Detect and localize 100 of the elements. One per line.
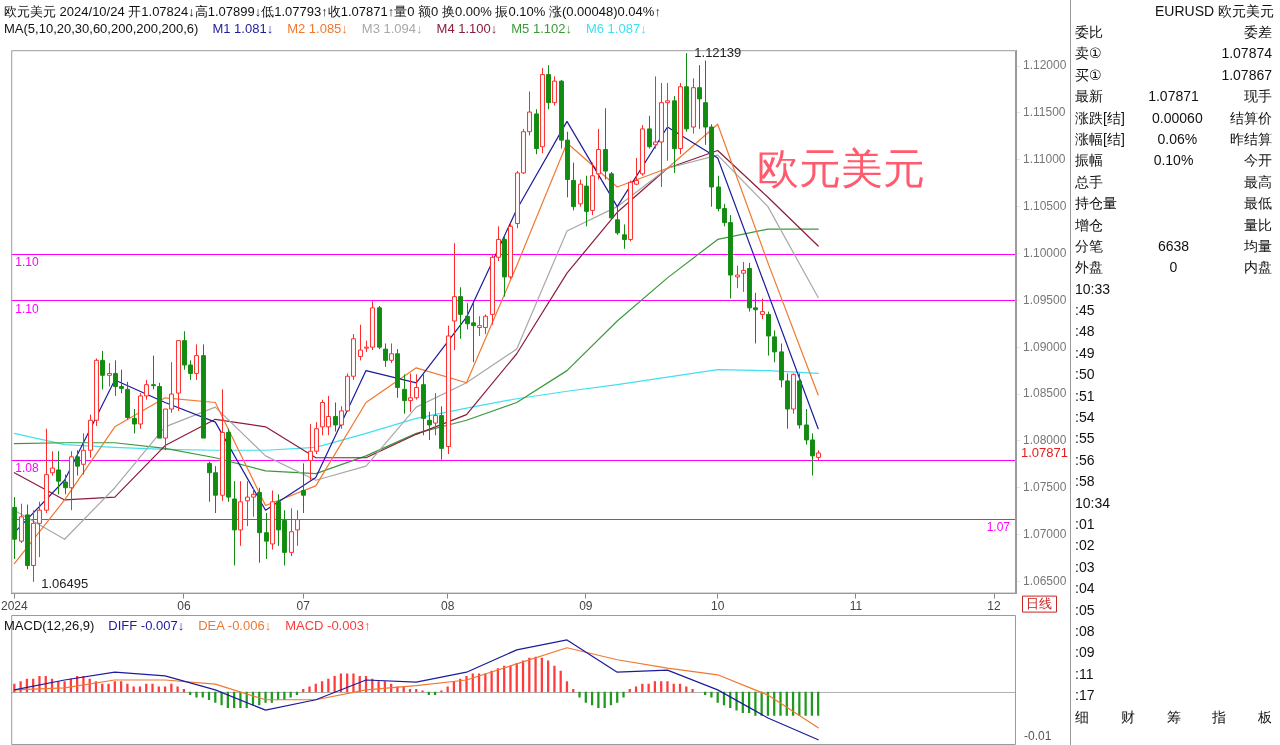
text: :02: [1075, 536, 1095, 556]
bar: [634, 686, 638, 693]
candlestick: [257, 487, 262, 564]
annotation: 1.12139: [694, 44, 742, 60]
text: 最新 1.07871 现手: [1075, 88, 1272, 105]
candlestick: [50, 450, 55, 477]
bar: [151, 683, 154, 693]
y-tick-label: 1.09500: [1023, 292, 1067, 307]
candlestick: [295, 509, 300, 547]
candlestick: [439, 405, 444, 461]
chart-subtitle: MA(5,10,20,30,60,200,200,200,6): [4, 21, 199, 36]
x-tick-label: 2024: [1, 599, 29, 614]
bar: [710, 691, 713, 698]
y-tick-label: 1.07000: [1023, 526, 1067, 541]
candlestick: [75, 449, 80, 477]
text: MACD -0.003↑: [285, 618, 371, 633]
text: 买① 1.07867: [1075, 66, 1272, 83]
candlestick: [735, 265, 740, 289]
candlestick: [238, 480, 243, 547]
text: -0.01: [1024, 729, 1052, 744]
text: :08: [1075, 621, 1095, 641]
x-tick-label: 10: [711, 599, 725, 614]
bar: [666, 681, 669, 693]
candlestick: [797, 372, 802, 430]
x-tick-label: 08: [440, 599, 455, 614]
bar: [138, 686, 142, 693]
text: :49: [1075, 343, 1095, 363]
text: :54: [1075, 408, 1095, 428]
text: 增仓 量比: [1075, 216, 1272, 233]
text: 委比 委差: [1075, 24, 1272, 40]
bar: [333, 676, 336, 693]
bar: [754, 691, 757, 716]
candlestick: [194, 343, 199, 381]
bar: [195, 691, 198, 698]
bar: [490, 670, 493, 693]
bar: [132, 686, 135, 693]
text: 外盘 0 内盘: [1075, 259, 1272, 276]
bar: [352, 673, 355, 693]
candlestick: [333, 401, 338, 433]
ref-line-label: 1.10: [15, 254, 39, 269]
y-tick-label: 1.06500: [1023, 573, 1067, 588]
candlestick: [584, 175, 589, 227]
candlestick: [760, 297, 765, 320]
bar: [553, 665, 556, 693]
text: :11: [1075, 664, 1094, 684]
ref-line-label: 1.10: [15, 301, 39, 316]
text: :09: [1075, 643, 1095, 663]
text: 总手 最高: [1075, 173, 1272, 190]
candlestick: [691, 77, 696, 135]
text: DIFF -0.007↓: [108, 618, 185, 633]
bar: [622, 691, 625, 698]
x-tick-label: 06: [177, 599, 191, 614]
text: :48: [1075, 322, 1095, 342]
bar: [63, 681, 66, 693]
bar: [735, 691, 738, 711]
candlestick: [301, 462, 306, 514]
bar: [107, 683, 110, 693]
text: 日线: [1026, 596, 1052, 612]
text: :05: [1075, 600, 1095, 620]
candlestick: [578, 178, 583, 208]
text: 细 财 筹 指 板: [1075, 708, 1272, 725]
candlestick: [596, 128, 601, 180]
x-tick-label: 09: [579, 599, 593, 614]
text: 卖① 1.07874: [1075, 45, 1272, 62]
candlestick: [107, 362, 112, 388]
candlestick: [176, 340, 181, 412]
bar: [685, 686, 688, 693]
ref-line-label: 1.07: [986, 519, 1011, 534]
candlestick: [264, 512, 269, 560]
bar: [264, 691, 267, 703]
candlestick: [697, 64, 702, 130]
candlestick: [201, 343, 206, 439]
text: :51: [1075, 386, 1095, 406]
candlestick: [546, 64, 551, 110]
y-tick-label: 1.10500: [1023, 198, 1067, 213]
candlestick: [69, 450, 74, 511]
bar: [126, 683, 129, 693]
y-tick-label: 1.09000: [1023, 339, 1067, 354]
text: 分笔 6638 均量: [1075, 237, 1272, 254]
candlestick: [684, 52, 689, 133]
text: M2 1.085↓: [287, 21, 348, 36]
candlestick: [151, 355, 156, 390]
ref-line-label: 1.08: [15, 460, 39, 475]
bar: [691, 689, 694, 693]
candlestick: [395, 348, 400, 399]
bar: [647, 683, 650, 693]
text: :56: [1075, 450, 1095, 470]
x-tick-label: 11: [849, 599, 863, 614]
y-tick-label: 1.11000: [1023, 152, 1066, 167]
text: 涨跌[结] 0.00060 结算价: [1075, 109, 1272, 126]
candlestick: [389, 342, 394, 364]
text: 持仓量 最低: [1075, 195, 1272, 212]
bar: [308, 686, 311, 693]
text: M1 1.081↓: [212, 21, 274, 36]
candlestick: [289, 507, 294, 557]
candlestick: [458, 286, 463, 340]
x-tick-label: 07: [296, 599, 311, 614]
bar: [534, 656, 537, 693]
candlestick: [540, 67, 545, 154]
candlestick: [534, 108, 539, 155]
